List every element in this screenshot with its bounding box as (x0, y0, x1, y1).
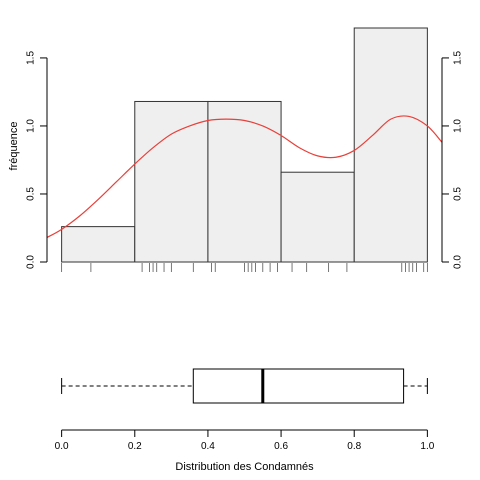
histogram-bars (61, 27, 428, 263)
histogram-bar-5 (353, 27, 428, 263)
y-axis-label: fréquence (8, 122, 20, 171)
x-tick-label-2: 0.2 (128, 441, 142, 452)
histogram-bar-1 (61, 226, 136, 263)
histogram-bar-2 (134, 100, 209, 263)
histogram-bar-3 (207, 100, 282, 263)
y-tick-label-4: 1.5 (453, 51, 464, 65)
y-tick-label-4: 1.5 (26, 51, 37, 65)
y-tick-label-1: 0.0 (26, 255, 37, 269)
density-curve (46, 115, 443, 239)
x-tick-label-6: 1.0 (420, 441, 434, 452)
y-tick-label-2: 0.5 (453, 187, 464, 201)
y-tick-label-1: 0.0 (453, 255, 464, 269)
histogram-bar-4 (280, 171, 355, 263)
right-y-axis: 0.0 0.5 1.0 1.5 (441, 51, 464, 269)
x-tick-label-3: 0.4 (201, 441, 215, 452)
x-axis-label: Distribution des Condamnés (175, 461, 314, 473)
x-tick-label-4: 0.6 (274, 441, 288, 452)
iqr-box (192, 368, 405, 404)
x-axis: 0.0 0.2 0.4 0.6 0.8 1.0 (55, 429, 435, 452)
left-y-axis: 0.0 0.5 1.0 1.5 (26, 51, 48, 269)
y-tick-label-3: 1.0 (26, 119, 37, 133)
boxplot (61, 368, 428, 404)
density-curve-layer (46, 115, 443, 239)
y-tick-label-3: 1.0 (453, 119, 464, 133)
y-tick-label-2: 0.5 (26, 187, 37, 201)
rug-marks (61, 263, 428, 272)
x-tick-label-5: 0.8 (347, 441, 361, 452)
x-tick-label-1: 0.0 (55, 441, 69, 452)
